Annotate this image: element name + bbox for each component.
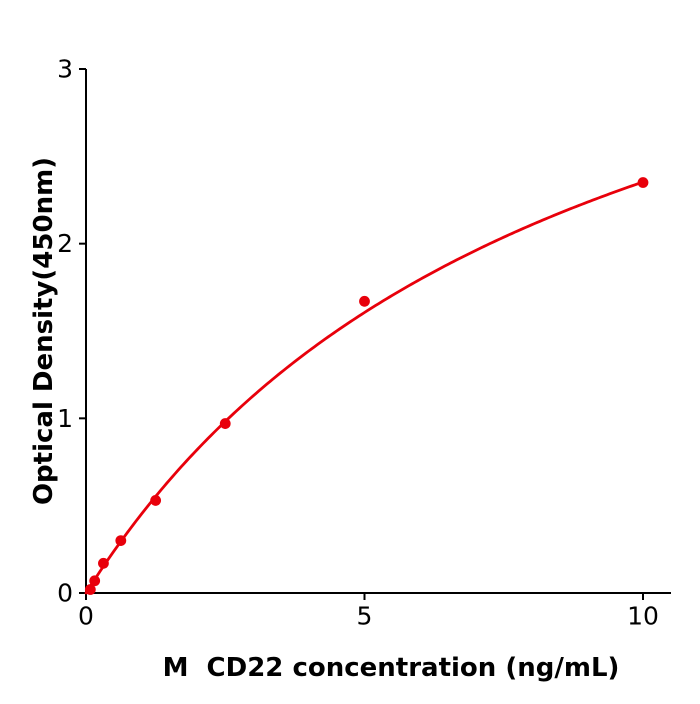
data-point: [637, 177, 649, 188]
data-point: [359, 295, 370, 307]
y-axis-ticks: 0 1 2 3: [57, 54, 86, 608]
data-point: [219, 418, 231, 429]
y-tick-label: 3: [57, 54, 73, 83]
y-tick-label: 0: [57, 579, 73, 608]
x-axis-ticks: 0 5 10: [78, 593, 659, 630]
y-tick-label: 1: [57, 404, 73, 433]
plot-area: [86, 69, 671, 593]
y-tick-label: 2: [57, 229, 73, 258]
x-axis-label: M CD22 concentration (ng/mL): [163, 653, 620, 683]
data-points: [84, 177, 649, 595]
x-tick-label: 10: [627, 601, 659, 630]
data-point: [98, 557, 109, 569]
data-point: [150, 495, 162, 506]
data-point: [84, 584, 96, 595]
fit-curve: [84, 180, 645, 595]
data-point: [115, 535, 127, 546]
y-axis-label: Optical Density(450nm): [29, 157, 59, 505]
x-tick-label: 5: [357, 601, 373, 630]
x-tick-label: 0: [78, 601, 94, 630]
data-point: [89, 575, 101, 587]
